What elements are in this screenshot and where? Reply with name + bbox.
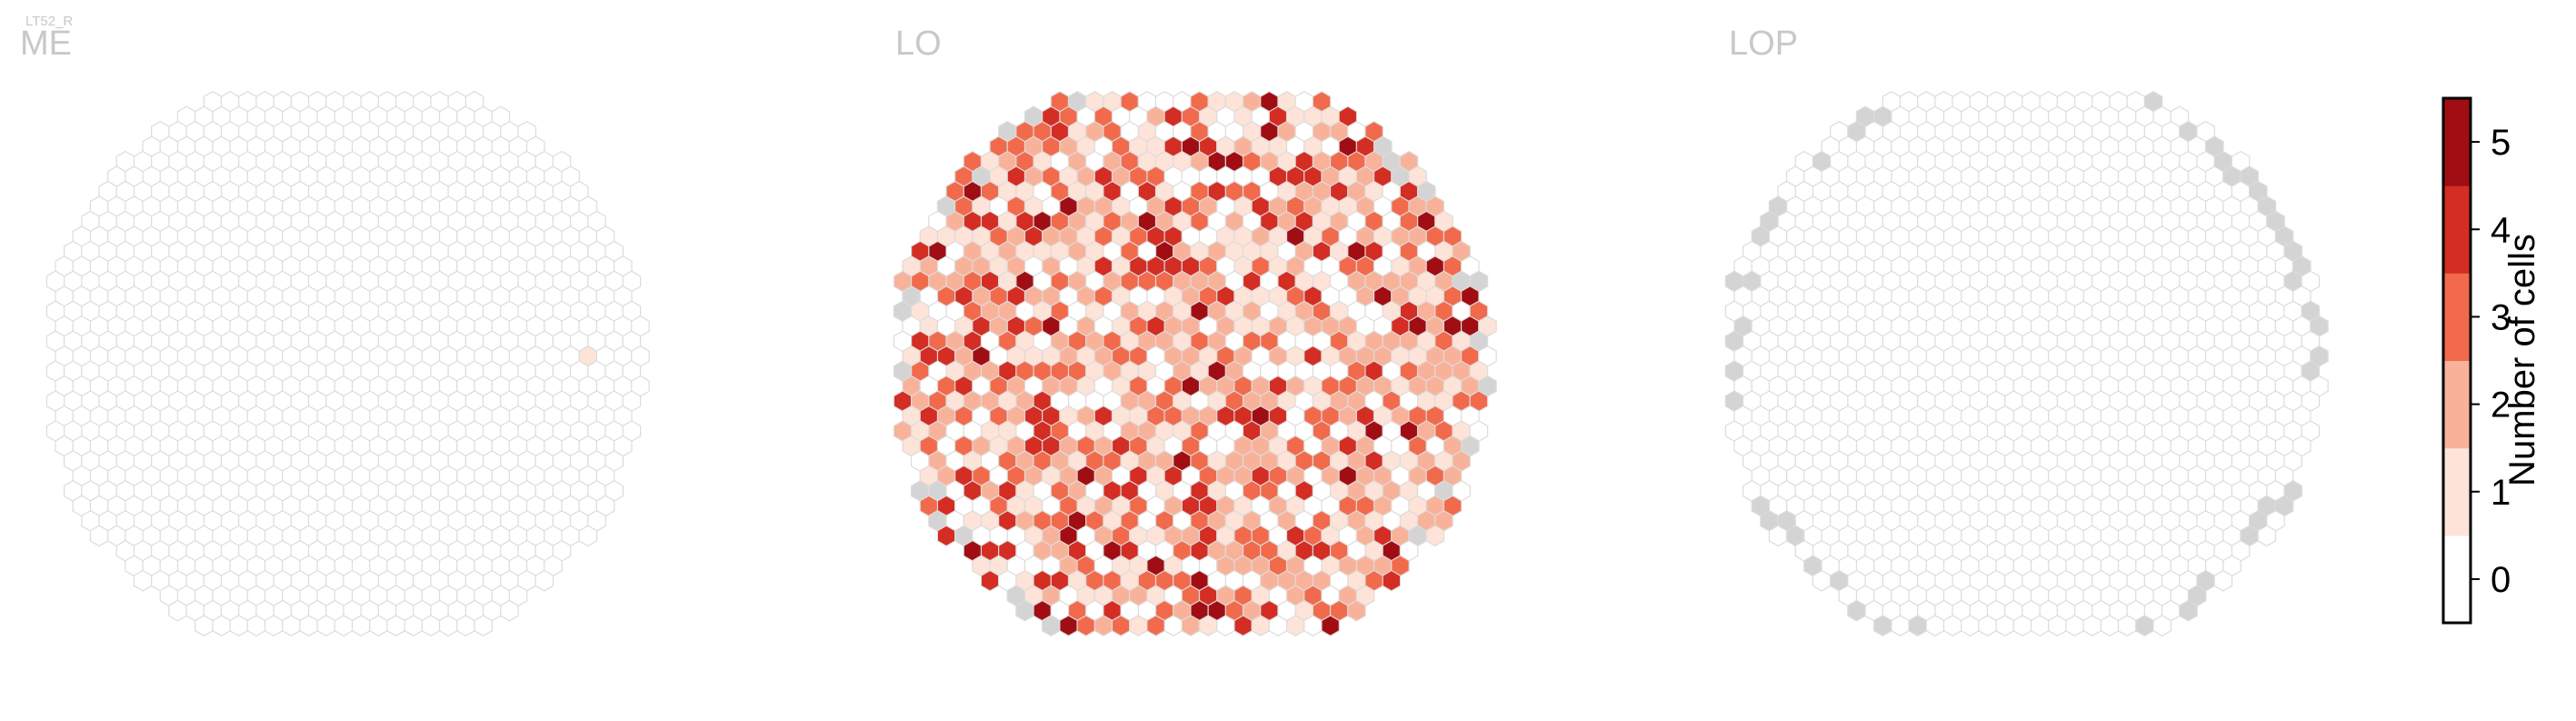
hex-cell <box>2257 525 2277 547</box>
hex-cell <box>133 569 153 592</box>
hex-cell <box>500 599 519 622</box>
hex-cell <box>1233 615 1253 637</box>
hex-cell <box>1042 615 1061 637</box>
hex-cell <box>1425 525 1445 547</box>
hex-cell <box>438 615 458 637</box>
hex-cell <box>1268 615 1288 637</box>
hex-cell <box>936 525 956 547</box>
hex-cell <box>1873 615 1892 637</box>
hex-cell <box>1163 615 1183 637</box>
hex-cell <box>2135 615 2154 637</box>
hex-cell <box>1925 615 1945 637</box>
hex-cell <box>1285 615 1305 637</box>
colorbar-band <box>2443 98 2471 186</box>
colorbar-tick-label: 4 <box>2491 210 2511 250</box>
hex-cell <box>1321 615 1340 637</box>
panel-title-me: ME <box>20 25 72 63</box>
hex-cell <box>1303 615 1323 637</box>
hex-cell <box>1198 615 1218 637</box>
hex-cell <box>195 615 214 637</box>
hex-cell <box>264 615 284 637</box>
hex-cell <box>229 615 249 637</box>
hex-grid-lo <box>893 90 1497 637</box>
colorbar-frame <box>2441 96 2472 625</box>
hex-cell <box>2012 615 2032 637</box>
hex-cell <box>1015 599 1034 622</box>
colorbar-tick-label: 2 <box>2491 386 2511 426</box>
hex-cell <box>1768 525 1788 547</box>
colorbar-band <box>2443 535 2471 624</box>
colorbar-tick-label: 3 <box>2491 297 2511 337</box>
hex-cell <box>1111 615 1131 637</box>
hex-cell <box>1146 615 1165 637</box>
hex-cell <box>2117 615 2137 637</box>
hex-cell <box>1076 615 1096 637</box>
hex-cell <box>386 615 405 637</box>
hex-cell <box>1908 615 1928 637</box>
hex-cell <box>351 615 371 637</box>
hex-cell <box>1382 569 1402 592</box>
hex-grid-me <box>45 90 650 637</box>
panel-me: ME <box>20 25 650 637</box>
hex-cell <box>334 615 354 637</box>
hex-cell <box>404 615 424 637</box>
hex-cell <box>1847 599 1866 622</box>
hex-cell <box>1891 615 1910 637</box>
hex-cell <box>421 615 441 637</box>
hex-cell <box>1961 615 1980 637</box>
hex-cell <box>282 615 301 637</box>
hex-cell <box>1129 615 1148 637</box>
hex-cell <box>2030 615 2050 637</box>
hex-cell <box>980 569 1000 592</box>
hex-cell <box>2048 615 2067 637</box>
panel-title-lo: LO <box>895 25 942 63</box>
hex-cell <box>212 615 231 637</box>
hex-cell <box>2082 615 2102 637</box>
hex-cell <box>369 615 388 637</box>
hex-cell <box>578 525 598 547</box>
hex-cell <box>2100 615 2120 637</box>
hex-cell <box>246 615 266 637</box>
hex-cell <box>534 569 554 592</box>
hex-cell <box>1347 599 1366 622</box>
hex-grid-lop <box>1724 90 2329 637</box>
hex-cell <box>1812 569 1832 592</box>
colorbar-tick-label: 0 <box>2491 560 2511 600</box>
colorbar: 0 1 2 3 4 5 Number of cells <box>2441 96 2542 625</box>
hex-cell <box>2065 615 2084 637</box>
colorbar-label: Number of cells <box>2502 234 2542 486</box>
colorbar-tick-label: 1 <box>2491 473 2511 513</box>
hex-cell <box>1251 615 1271 637</box>
hex-cell <box>1216 615 1235 637</box>
hex-cell <box>2213 569 2233 592</box>
colorbar-tick-label: 5 <box>2491 123 2511 163</box>
hex-cell <box>1093 615 1113 637</box>
hex-cell <box>1995 615 2015 637</box>
colorbar-band <box>2443 360 2471 449</box>
panel-title-lop: LOP <box>1729 25 1798 63</box>
cell-type-label: LT52_R <box>25 14 73 29</box>
colorbar-band <box>2443 273 2471 361</box>
hex-cell <box>316 615 336 637</box>
hex-cell <box>168 599 187 622</box>
hex-cell <box>89 525 109 547</box>
hex-cell <box>474 615 493 637</box>
hex-cell <box>456 615 475 637</box>
colorbar-ticks: 0 1 2 3 4 5 <box>2471 123 2511 600</box>
hex-cell <box>1942 615 1962 637</box>
colorbar-bands <box>2443 98 2471 624</box>
hex-cell <box>2152 615 2172 637</box>
hex-cell <box>1978 615 1997 637</box>
panel-lo: LO <box>893 25 1497 637</box>
colorbar-band <box>2443 185 2471 274</box>
colorbar-band <box>2443 447 2471 536</box>
hex-cell <box>1181 615 1201 637</box>
hex-cell <box>2179 599 2198 622</box>
hex-cell <box>299 615 318 637</box>
hex-cell <box>1059 615 1078 637</box>
panel-lop: LOP <box>1724 25 2329 637</box>
